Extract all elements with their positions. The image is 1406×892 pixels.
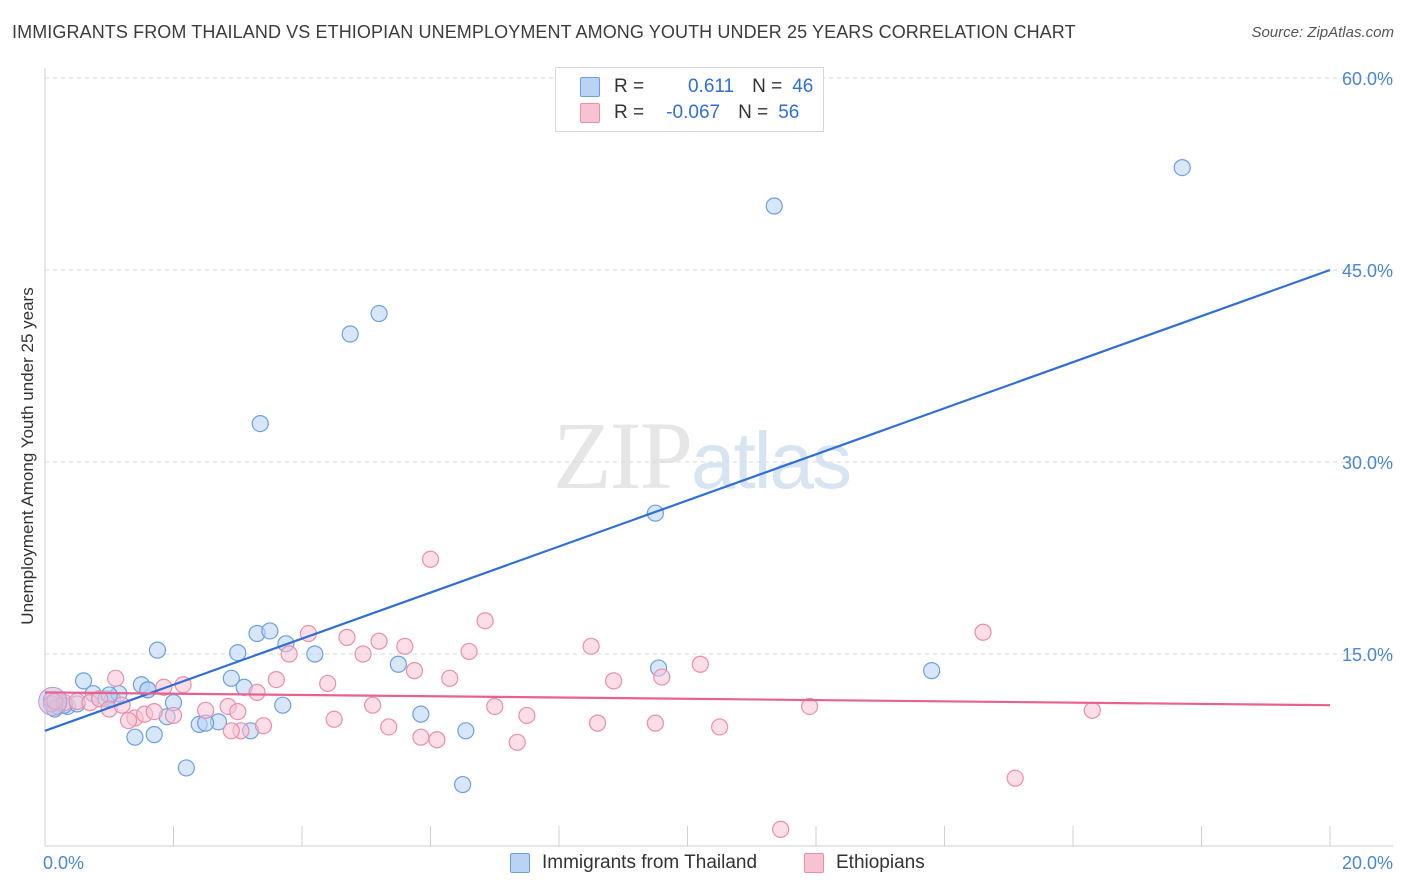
ethiopians-point [460, 642, 478, 661]
ethiopians-point [772, 820, 790, 838]
ethiopians-point [653, 668, 671, 686]
thailand-point [923, 662, 941, 680]
legend-r-value: 0.611 [687, 76, 735, 97]
series-label-ethiopians: Ethiopians [836, 852, 925, 873]
legend-swatch-thailand [580, 77, 600, 97]
ethiopians-point [582, 637, 600, 655]
ethiopians-point [588, 714, 607, 732]
ethiopians-point [319, 674, 337, 693]
ethiopians-point [428, 731, 446, 749]
ethiopians-point [396, 637, 414, 655]
ethiopians-point [354, 645, 372, 663]
thailand-point [229, 644, 247, 662]
legend-r-label: R = [614, 102, 645, 123]
legend-swatch-ethiopians [580, 103, 600, 123]
legend-n-label: N = [752, 76, 783, 97]
thailand-point [370, 304, 388, 323]
thailand-point [177, 759, 195, 777]
ethiopians-point [364, 696, 382, 714]
ethiopians-point [1006, 769, 1024, 787]
ethiopians-point [229, 702, 247, 721]
thailand-point [389, 655, 407, 673]
thailand-point [341, 325, 359, 343]
legend-n-value: 56 [778, 102, 800, 123]
ethiopians-point [380, 718, 398, 736]
ethiopians-point [1083, 701, 1101, 719]
y-tick-label: 45.0% [1342, 261, 1393, 281]
legend-n-label: N = [738, 102, 769, 123]
series-swatch-ethiopians [804, 853, 824, 873]
ethiopians-point [145, 702, 163, 721]
ethiopians-point [646, 714, 664, 732]
ethiopians-point [325, 710, 343, 728]
series-legend: Immigrants from Thailand Ethiopians [0, 852, 1406, 878]
thailand-point [765, 197, 783, 215]
thailand-point [126, 728, 144, 746]
correlation-legend: R = 0.611 N = 46 R = -0.067 N = 56 [555, 67, 824, 132]
legend-n-value: 46 [792, 76, 814, 97]
ethiopians-point [421, 550, 440, 568]
thailand-point [148, 641, 167, 659]
thailand-point [412, 705, 430, 723]
thailand-point [222, 669, 240, 687]
thailand-point [306, 645, 324, 663]
ethiopians-point [974, 623, 992, 641]
ethiopians-point [800, 697, 819, 716]
legend-r-label: R = [614, 76, 645, 97]
y-tick-label: 15.0% [1342, 645, 1393, 665]
legend-row-thailand: R = 0.611 N = 46 [580, 74, 813, 100]
thailand-point [646, 504, 664, 522]
ethiopians-point [605, 672, 623, 690]
ethiopians-point [405, 662, 424, 680]
thailand-point [457, 722, 475, 740]
ethiopians-point [164, 706, 183, 725]
thailand-point [145, 726, 163, 744]
thailand-trendline [44, 268, 1331, 732]
ethiopians-point [412, 728, 430, 746]
thailand-point [261, 622, 279, 640]
watermark: ZIPatlas [553, 400, 852, 511]
series-legend-thailand[interactable]: Immigrants from Thailand [510, 852, 757, 874]
ethiopians-point [518, 706, 536, 725]
y-tick-label: 30.0% [1342, 453, 1393, 473]
series-swatch-thailand [510, 853, 530, 873]
ethiopians-point [441, 669, 459, 687]
x-tick-label: 0.0% [43, 853, 84, 873]
ethiopians-point [711, 718, 729, 736]
series-label-thailand: Immigrants from Thailand [542, 852, 758, 873]
x-tick-label: 20.0% [1342, 853, 1393, 873]
chart-source: Source: ZipAtlas.com [1251, 24, 1394, 41]
ethiopians-point [370, 632, 388, 650]
ethiopians-point [508, 733, 526, 751]
ethiopians-point [197, 701, 215, 719]
ethiopians-point [107, 669, 125, 687]
ethiopians-point [254, 717, 273, 735]
thailand-point [74, 672, 93, 690]
legend-r-value: -0.067 [666, 102, 721, 123]
thailand-point [274, 696, 292, 714]
thailand-point [454, 775, 472, 794]
thailand-point [1173, 159, 1191, 177]
ethiopians-point [267, 670, 285, 689]
ethiopians-point [119, 711, 138, 730]
watermark-zip: ZIP [553, 402, 693, 509]
ethiopians-point [280, 645, 298, 663]
ethiopians-point [486, 697, 504, 716]
ethiopians-point [338, 628, 356, 646]
ethiopians-point [222, 722, 240, 740]
legend-row-ethiopians: R = -0.067 N = 56 [580, 100, 799, 126]
ethiopians-point [248, 683, 266, 702]
y-tick-label: 60.0% [1342, 69, 1393, 89]
ethiopians-point [691, 655, 709, 673]
ethiopians-point [476, 612, 494, 630]
series-legend-ethiopians[interactable]: Ethiopians [804, 852, 925, 874]
origin-cluster-point [38, 686, 68, 716]
ethiopians-trendline [44, 691, 1331, 707]
chart-title: IMMIGRANTS FROM THAILAND VS ETHIOPIAN UN… [12, 22, 1076, 42]
thailand-point [251, 415, 269, 433]
